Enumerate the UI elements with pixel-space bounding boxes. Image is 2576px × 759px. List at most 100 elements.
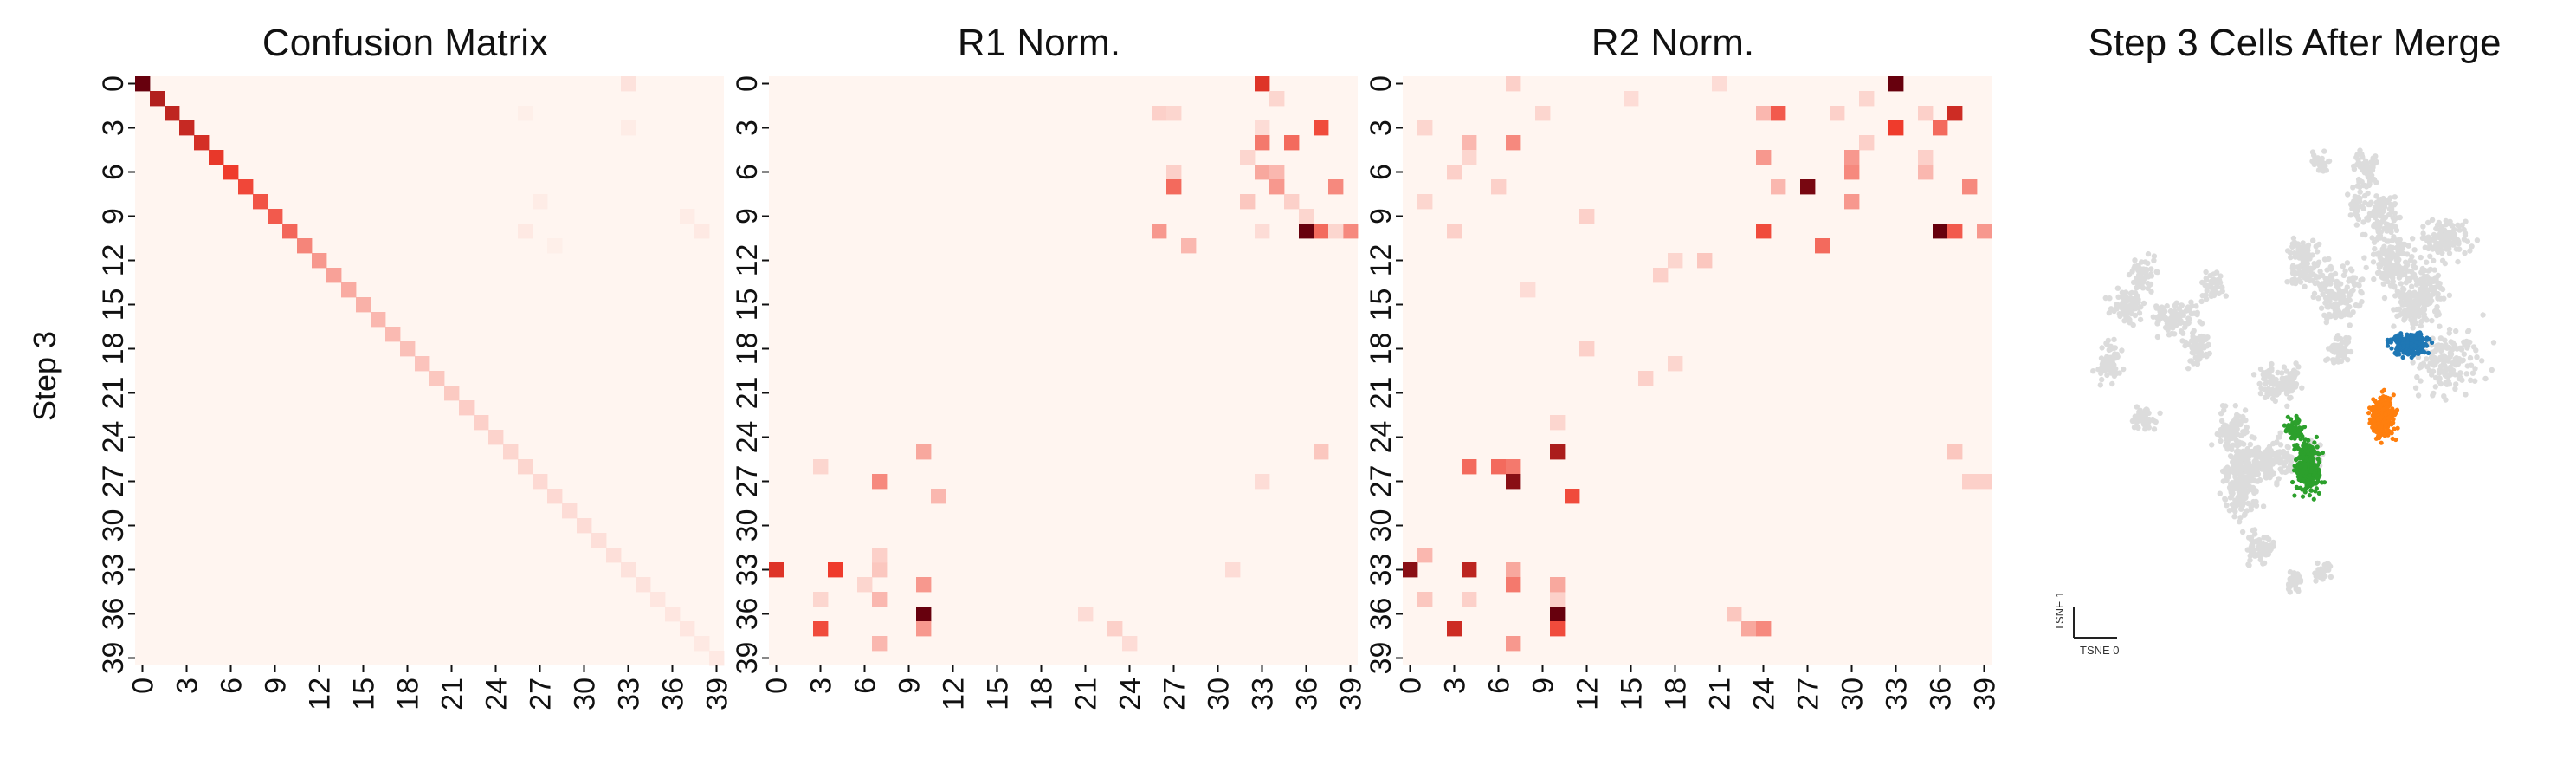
tsne-point-background (2406, 277, 2412, 284)
tsne-point-cluster (2406, 348, 2411, 354)
tsne-point-background (2467, 248, 2473, 254)
tsne-point-background (2463, 218, 2469, 224)
tsne-point-background (2432, 384, 2438, 390)
tsne-point-background (2358, 277, 2364, 283)
y-tick-label: 30 (1365, 509, 1398, 542)
heatmap-cell (1255, 135, 1270, 151)
tsne-point-background (2243, 474, 2249, 480)
tsne-point-background (2463, 371, 2469, 377)
tsne-point-background (2421, 315, 2427, 321)
tsne-point-cluster (2400, 336, 2406, 342)
tsne-point-background (2457, 370, 2463, 376)
tsne-point-background (2115, 294, 2121, 300)
tsne-point-background (2261, 548, 2267, 555)
tsne-x-label: TSNE 0 (2080, 644, 2120, 657)
x-tick-label: 24 (481, 678, 513, 710)
tsne-point-background (2266, 542, 2273, 548)
tsne-point-background (2257, 390, 2264, 397)
tsne-point-background (2315, 295, 2321, 302)
tsne-point-background (2448, 372, 2454, 378)
tsne-point-background (2340, 289, 2346, 295)
tsne-point-background (2239, 481, 2245, 487)
tsne-point-background (2178, 311, 2184, 318)
tsne-point-background (2323, 297, 2330, 303)
tsne-point-background (2444, 231, 2450, 238)
y-tick-label: 24 (1365, 421, 1398, 454)
heatmap-cell (444, 386, 460, 401)
tsne-point-background (2402, 315, 2408, 321)
x-tick-label: 27 (525, 678, 558, 710)
tsne-point-cluster (2411, 343, 2417, 348)
y-tick-label: 27 (97, 465, 130, 498)
y-tick-label: 27 (1365, 465, 1398, 498)
tsne-point-cluster (2373, 409, 2379, 415)
tsne-point-background (2188, 358, 2194, 364)
tsne-point-background (2173, 321, 2179, 328)
tsne-point-background (2242, 490, 2248, 496)
tsne-point-background (2343, 334, 2349, 341)
tsne-point-background (2352, 203, 2358, 209)
x-tick-label: 15 (982, 678, 1015, 710)
tsne-point-background (2260, 503, 2267, 509)
tsne-point-background (2292, 373, 2298, 379)
tsne-point-background (2362, 166, 2368, 172)
heatmap-cell (341, 282, 357, 298)
heatmap-cell (1240, 150, 1256, 165)
tsne-point-background (2151, 426, 2158, 432)
y-tick-label: 3 (731, 120, 764, 136)
tsne-point-background (2140, 412, 2146, 418)
tsne-point-background (2232, 403, 2238, 409)
tsne-point-cluster (2315, 477, 2321, 482)
tsne-point-background (2302, 283, 2308, 289)
heatmap-cell (1771, 179, 1786, 195)
heatmap-cell (1888, 120, 1904, 136)
tsne-point-background (2373, 179, 2379, 185)
tsne-point-background (2359, 290, 2365, 296)
tsne-point-background (2363, 184, 2370, 190)
tsne-point-background (2391, 323, 2397, 329)
heatmap-cell (1918, 165, 1934, 180)
tsne-point-background (2314, 249, 2321, 255)
tsne-point-background (2095, 367, 2101, 373)
tsne-point-background (2249, 542, 2255, 548)
tsne-point-background (2490, 340, 2497, 346)
tsne-point-cluster (2301, 477, 2306, 483)
tsne-point-cluster (2315, 463, 2321, 468)
tsne-point-background (2469, 243, 2475, 250)
tsne-point-background (2387, 195, 2393, 201)
tsne-point-background (2299, 385, 2305, 391)
tsne-point-background (2281, 364, 2288, 370)
heatmap-cell (1417, 548, 1433, 563)
tsne-point-background (2311, 261, 2317, 267)
tsne-point-background (2264, 535, 2270, 542)
tsne-point-background (2340, 272, 2347, 278)
tsne-point-cluster (2292, 436, 2297, 441)
tsne-point-background (2474, 354, 2480, 360)
tsne-point-background (2418, 308, 2424, 314)
tsne-point-background (2217, 490, 2223, 496)
tsne-point-background (2427, 253, 2433, 259)
heatmap-cell (1712, 76, 1727, 92)
tsne-point-cluster (2382, 432, 2387, 438)
tsne-point-background (2139, 269, 2146, 276)
tsne-point-background (2150, 314, 2156, 320)
heatmap-cell (1800, 179, 1816, 195)
heatmap-cell (1417, 592, 1433, 607)
tsne-point-background (2278, 385, 2284, 392)
y-tick-label: 3 (97, 120, 130, 136)
tsne-point-background (2272, 398, 2278, 405)
tsne-point-background (2242, 407, 2249, 413)
tsne-point-background (2250, 372, 2257, 378)
tsne-point-background (2182, 342, 2188, 349)
x-tick-label: 15 (1616, 678, 1649, 710)
tsne-point-background (2422, 275, 2429, 281)
tsne-point-cluster (2295, 466, 2300, 471)
heatmap-cell (1462, 459, 1477, 475)
tsne-point-background (2359, 299, 2365, 305)
tsne-point-background (2394, 215, 2400, 221)
tsne-point-cluster (2378, 395, 2383, 400)
tsne-point-background (2244, 482, 2250, 488)
tsne-point-background (2263, 449, 2269, 455)
tsne-point-background (2401, 286, 2407, 292)
tsne-point-background (2373, 222, 2379, 228)
